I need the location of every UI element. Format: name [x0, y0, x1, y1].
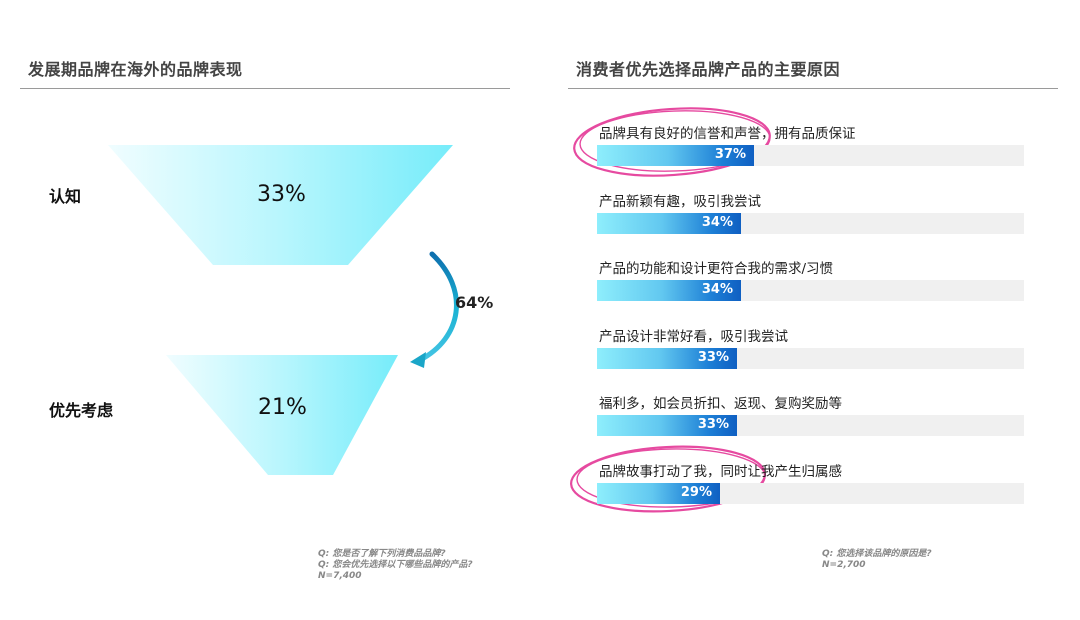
left-note-q2: Q: 您会优先选择以下哪些品牌的产品? — [318, 560, 473, 570]
bar-track: 37% — [597, 145, 1024, 166]
bar-track: 34% — [597, 280, 1024, 301]
bar-category-label: 产品设计非常好看，吸引我尝试 — [599, 328, 788, 345]
stage-label-preference: 优先考虑 — [49, 401, 114, 420]
bar: 34% — [597, 212, 741, 234]
conversion-rate: 64% — [455, 293, 494, 312]
bar-category-label: 品牌故事打动了我，同时让我产生归属感 — [599, 463, 842, 480]
left-note-n: N=7,400 — [318, 571, 362, 581]
funnel-stage-preference — [166, 355, 398, 475]
bar-value-label: 33% — [697, 349, 729, 365]
bar-track: 33% — [597, 415, 1024, 436]
bar-track: 29% — [597, 482, 1024, 504]
right-title-rule — [568, 88, 1058, 89]
bar-value-label: 37% — [714, 147, 746, 162]
right-footnote: Q: 您选择该品牌的原因是? N=2,700 — [822, 549, 932, 571]
highlight-circle-bottom — [570, 445, 766, 513]
bar: 37% — [597, 145, 754, 166]
bar-track: 33% — [597, 347, 1024, 369]
bar: 33% — [597, 347, 737, 369]
right-note-n: N=2,700 — [822, 560, 866, 570]
bar-value-label: 29% — [680, 484, 712, 500]
conversion-arrow — [417, 251, 459, 363]
right-note-q: Q: 您选择该品牌的原因是? — [822, 549, 932, 559]
bar-track: 34% — [597, 212, 1024, 234]
bar-value-label: 34% — [701, 282, 733, 297]
left-panel-title: 发展期品牌在海外的品牌表现 — [28, 60, 243, 79]
bar: 34% — [597, 280, 741, 301]
bar-category-label: 福利多，如会员折扣、返现、复购奖励等 — [599, 396, 842, 412]
bar-category-label: 产品新颖有趣，吸引我尝试 — [599, 193, 761, 210]
conversion-arrow-head — [410, 352, 426, 368]
bar: 33% — [597, 415, 737, 436]
bar-category-label: 产品的功能和设计更符合我的需求/习惯 — [599, 261, 834, 277]
stage-value-awareness: 33% — [257, 182, 306, 207]
bar-category-label: 品牌具有良好的信誉和声誉，拥有品质保证 — [599, 126, 856, 142]
left-note-q1: Q: 您是否了解下列消费品品牌? — [318, 549, 446, 559]
stage-value-preference: 21% — [258, 395, 307, 420]
right-panel-title: 消费者优先选择品牌产品的主要原因 — [576, 60, 841, 79]
bar-value-label: 33% — [697, 417, 729, 432]
stage-label-awareness: 认知 — [49, 187, 82, 206]
bar: 29% — [597, 482, 720, 504]
funnel-stage-awareness — [108, 145, 453, 265]
left-title-rule — [20, 88, 510, 89]
highlight-circle-top — [573, 107, 771, 177]
bar-value-label: 34% — [701, 214, 733, 230]
left-footnote: Q: 您是否了解下列消费品品牌? Q: 您会优先选择以下哪些品牌的产品? N=7… — [318, 549, 473, 582]
